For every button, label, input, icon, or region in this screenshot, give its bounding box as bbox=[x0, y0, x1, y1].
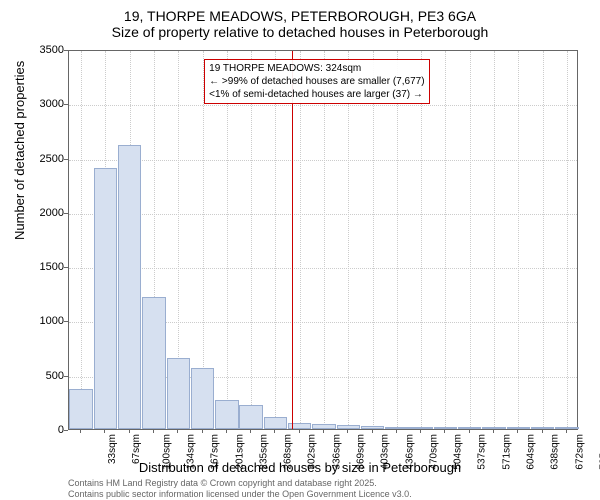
gridline-v bbox=[251, 51, 252, 429]
annotation-line-2: ← >99% of detached houses are smaller (7… bbox=[209, 75, 424, 88]
histogram-bar bbox=[69, 389, 92, 429]
histogram-bar bbox=[118, 145, 141, 429]
y-tick-label: 1500 bbox=[40, 261, 64, 273]
y-tick-label: 3500 bbox=[40, 44, 64, 56]
histogram-bar bbox=[409, 427, 432, 429]
y-tick-label: 2500 bbox=[40, 153, 64, 165]
histogram-bar bbox=[458, 427, 481, 429]
gridline-v bbox=[421, 51, 422, 429]
histogram-bar bbox=[239, 405, 262, 429]
histogram-bar bbox=[531, 427, 554, 429]
title-line-2: Size of property relative to detached ho… bbox=[0, 24, 600, 40]
annotation-line-1: 19 THORPE MEADOWS: 324sqm bbox=[209, 62, 424, 75]
y-tick-label: 1000 bbox=[40, 315, 64, 327]
plot-area: 19 THORPE MEADOWS: 324sqm ← >99% of deta… bbox=[68, 50, 578, 430]
histogram-bar bbox=[264, 417, 287, 429]
y-tick-label: 3000 bbox=[40, 98, 64, 110]
gridline-v bbox=[300, 51, 301, 429]
gridline-v bbox=[518, 51, 519, 429]
gridline-h bbox=[69, 105, 577, 106]
histogram-bar bbox=[215, 400, 238, 429]
histogram-bar bbox=[434, 427, 457, 429]
gridline-v bbox=[567, 51, 568, 429]
histogram-bar bbox=[337, 425, 360, 429]
histogram-bar bbox=[191, 368, 214, 429]
histogram-bar bbox=[167, 358, 190, 429]
x-axis-label: Distribution of detached houses by size … bbox=[0, 460, 600, 475]
y-tick-label: 2000 bbox=[40, 207, 64, 219]
histogram-bar bbox=[361, 426, 384, 429]
gridline-h bbox=[69, 268, 577, 269]
histogram-bar bbox=[555, 427, 578, 429]
gridline-v bbox=[81, 51, 82, 429]
marker-line bbox=[292, 51, 293, 429]
gridline-v bbox=[275, 51, 276, 429]
gridline-h bbox=[69, 160, 577, 161]
histogram-bar bbox=[385, 427, 408, 429]
chart-container: 19, THORPE MEADOWS, PETERBOROUGH, PE3 6G… bbox=[0, 0, 600, 500]
y-tick-label: 500 bbox=[46, 370, 64, 382]
y-axis-label: Number of detached properties bbox=[12, 61, 27, 240]
gridline-v bbox=[227, 51, 228, 429]
annotation-box: 19 THORPE MEADOWS: 324sqm ← >99% of deta… bbox=[204, 59, 429, 104]
gridline-h bbox=[69, 214, 577, 215]
gridline-v bbox=[373, 51, 374, 429]
annotation-line-3: <1% of semi-detached houses are larger (… bbox=[209, 88, 424, 101]
histogram-bar bbox=[94, 168, 117, 429]
footer-line-2: Contains public sector information licen… bbox=[68, 489, 412, 500]
gridline-v bbox=[470, 51, 471, 429]
histogram-bar bbox=[482, 427, 505, 429]
gridline-v bbox=[348, 51, 349, 429]
histogram-bar bbox=[507, 427, 530, 429]
gridline-v bbox=[543, 51, 544, 429]
histogram-bar bbox=[312, 424, 335, 429]
gridline-v bbox=[324, 51, 325, 429]
gridline-v bbox=[494, 51, 495, 429]
chart-title: 19, THORPE MEADOWS, PETERBOROUGH, PE3 6G… bbox=[0, 0, 600, 40]
title-line-1: 19, THORPE MEADOWS, PETERBOROUGH, PE3 6G… bbox=[0, 8, 600, 24]
y-tick-mark bbox=[64, 430, 68, 431]
gridline-v bbox=[397, 51, 398, 429]
footer-attribution: Contains HM Land Registry data © Crown c… bbox=[68, 478, 412, 500]
histogram-bar bbox=[142, 297, 165, 429]
footer-line-1: Contains HM Land Registry data © Crown c… bbox=[68, 478, 412, 489]
gridline-v bbox=[445, 51, 446, 429]
